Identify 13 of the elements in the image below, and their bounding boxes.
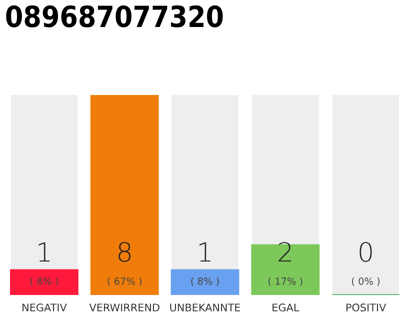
x-tick-label: UNBEKANNTE [170,304,240,312]
data-label: 2 ( 17% ) [268,242,302,286]
bar [170,269,240,296]
x-tick-label: EGAL [272,304,300,312]
data-label: 0 ( 0% ) [352,242,380,286]
x-tick-label: VERWIRREND [89,304,160,312]
chart-title: 089687077320 [6,5,223,28]
bar [10,269,78,296]
data-label: 1 ( 8% ) [191,242,219,286]
data-label: 8 ( 67% ) [108,242,142,286]
x-tick-label: POSITIV [346,304,386,312]
data-label: 1 ( 8% ) [30,242,58,286]
x-tick-label: NEGATIV [22,304,67,312]
